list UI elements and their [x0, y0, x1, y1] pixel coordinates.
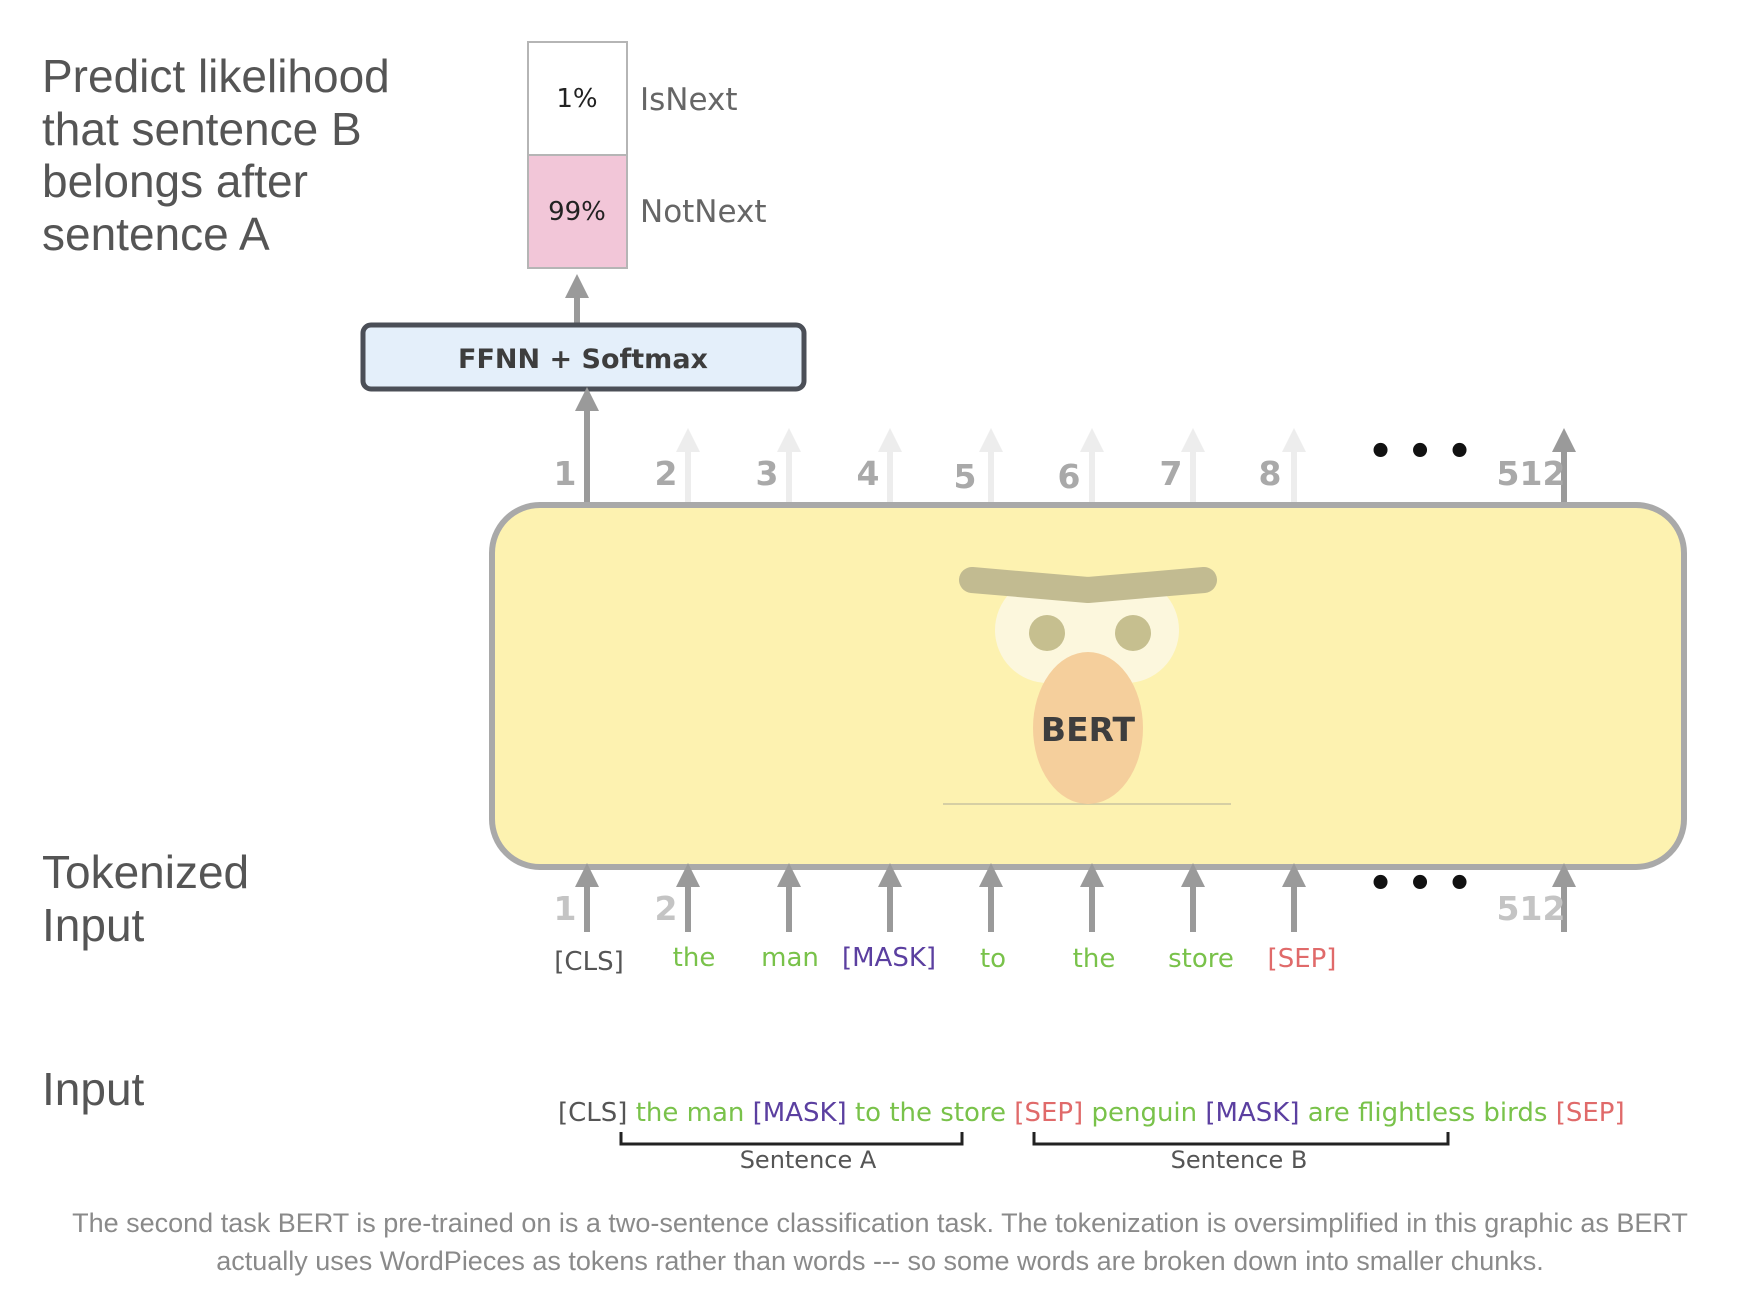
input-position-512: 512	[1497, 889, 1566, 928]
input-part-6: [MASK]	[1205, 1098, 1299, 1128]
caption-line-1: The second task BERT is pre-trained on i…	[72, 1208, 1688, 1238]
output-position-1: 1	[554, 454, 577, 493]
input-part-8: [SEP]	[1556, 1098, 1625, 1128]
notnext-probability: 99%	[548, 197, 606, 227]
input-arrows	[575, 863, 1576, 932]
input-part-3: to the store	[855, 1098, 1006, 1128]
sentence-b-label: Sentence B	[1171, 1146, 1308, 1174]
token-4: to	[980, 944, 1006, 974]
output-probabilities: 1% IsNext 99% NotNext	[527, 41, 767, 269]
input-part-1: the man	[636, 1098, 745, 1128]
input-part-5: penguin	[1091, 1098, 1197, 1128]
output-position-5: 5	[954, 457, 977, 496]
token-7: [SEP]	[1268, 944, 1337, 974]
input-position-1: 1	[554, 889, 577, 928]
token-row: [CLS] the man [MASK] to the store [SEP]	[554, 943, 1336, 977]
right-pupil	[1115, 615, 1151, 651]
input-label: Input	[42, 1063, 145, 1115]
isnext-probability-box	[527, 41, 628, 156]
input-part-4: [SEP]	[1014, 1098, 1083, 1128]
notnext-probability-box	[527, 154, 628, 269]
token-0: [CLS]	[554, 947, 623, 977]
input-part-0: [CLS]	[558, 1098, 627, 1128]
tokenized-input-label: Tokenized Input	[42, 846, 262, 951]
output-ellipsis: • • •	[1368, 429, 1473, 475]
isnext-probability: 1%	[556, 84, 597, 114]
eyebrows	[959, 567, 1217, 603]
input-part-7: are flightless birds	[1308, 1098, 1548, 1128]
output-position-3: 3	[756, 454, 779, 493]
output-position-2: 2	[655, 454, 678, 493]
output-position-4: 4	[857, 454, 880, 493]
input-sequence: [CLS] the man [MASK] to the store [SEP] …	[558, 1098, 1625, 1128]
bert-name: BERT	[1041, 710, 1136, 749]
bert-character-illustration: BERT	[943, 567, 1231, 805]
input-position-numbers: 1 2 512	[554, 889, 1566, 928]
caption-line-2: actually uses WordPieces as tokens rathe…	[216, 1246, 1544, 1276]
input-part-2: [MASK]	[753, 1098, 847, 1128]
predict-label: Predict likelihood that sentence B belon…	[42, 50, 403, 260]
token-1: the	[673, 943, 716, 973]
token-5: the	[1073, 944, 1116, 974]
left-pupil	[1029, 615, 1065, 651]
nose	[1033, 652, 1143, 804]
output-position-512: 512	[1497, 454, 1566, 493]
output-position-8: 8	[1259, 454, 1282, 493]
token-2: man	[761, 943, 819, 973]
sentence-b-bracket	[1032, 1132, 1450, 1146]
token-3: [MASK]	[842, 943, 936, 973]
token-6: store	[1168, 944, 1234, 974]
output-position-numbers: 1 2 3 4 5 6 7 8 512	[554, 454, 1566, 496]
notnext-label: NotNext	[640, 194, 767, 230]
ffnn-softmax-title: FFNN + Softmax	[458, 344, 708, 375]
faded-output-arrows	[676, 428, 1306, 502]
isnext-label: IsNext	[640, 82, 738, 118]
sentence-a-label: Sentence A	[740, 1146, 877, 1174]
output-position-7: 7	[1160, 454, 1183, 493]
sentence-a-bracket	[619, 1132, 964, 1146]
input-ellipsis: • • •	[1368, 861, 1473, 907]
output-position-6: 6	[1058, 457, 1081, 496]
input-position-2: 2	[655, 889, 678, 928]
